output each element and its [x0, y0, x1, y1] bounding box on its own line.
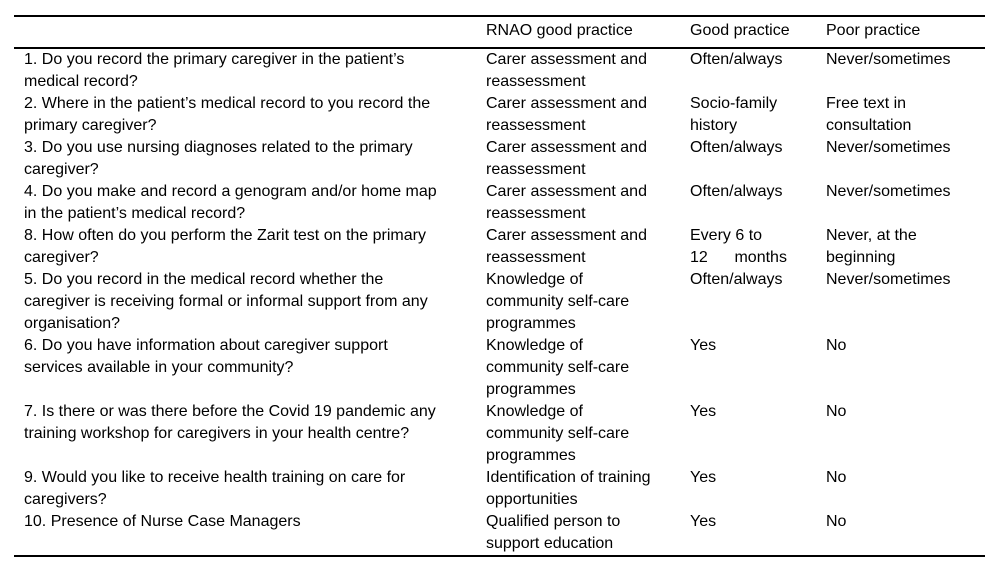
good-practice-cell: Every 6 to 12 months [690, 227, 787, 266]
table-row: 4. Do you make and record a genogram and… [14, 181, 985, 225]
good-practice-cell: Often/always [690, 51, 783, 68]
good-practice-cell: Yes [690, 337, 717, 354]
poor-practice-cell: Never/sometimes [826, 271, 951, 288]
table-row: 9. Would you like to receive health trai… [14, 467, 985, 511]
question-cell: 4. Do you make and record a genogram and… [24, 183, 437, 222]
table-row: 6. Do you have information about caregiv… [14, 335, 985, 401]
poor-practice-cell: No [826, 513, 847, 530]
rnao-practice-cell: Identification of training opportunities [486, 469, 651, 508]
poor-practice-cell: Never/sometimes [826, 139, 951, 156]
poor-practice-cell: Never/sometimes [826, 183, 951, 200]
table-row: 1. Do you record the primary caregiver i… [14, 48, 985, 93]
rnao-practice-cell: Carer assessment and reassessment [486, 95, 647, 134]
question-cell: 3. Do you use nursing diagnoses related … [24, 139, 413, 178]
question-cell: 9. Would you like to receive health trai… [24, 469, 406, 508]
table-row: 3. Do you use nursing diagnoses related … [14, 137, 985, 181]
poor-practice-cell: Never/sometimes [826, 51, 951, 68]
question-cell: 5. Do you record in the medical record w… [24, 271, 428, 332]
poor-practice-cell: Free text in consultation [826, 95, 912, 134]
table-row: 5. Do you record in the medical record w… [14, 269, 985, 335]
poor-practice-cell: Never, at the beginning [826, 227, 917, 266]
table-row: 10. Presence of Nurse Case Managers Qual… [14, 511, 985, 556]
question-cell: 7. Is there or was there before the Covi… [24, 403, 436, 442]
rnao-practice-cell: Carer assessment and reassessment [486, 51, 647, 90]
good-practice-table: RNAO good practice Good practice Poor pr… [14, 15, 985, 557]
column-header-poor-practice: Poor practice [826, 22, 921, 39]
table-row: 8. How often do you perform the Zarit te… [14, 225, 985, 269]
column-header-good-practice: Good practice [690, 22, 790, 39]
question-cell: 2. Where in the patient’s medical record… [24, 95, 431, 134]
table-row: 7. Is there or was there before the Covi… [14, 401, 985, 467]
question-cell: 1. Do you record the primary caregiver i… [24, 51, 405, 90]
rnao-practice-cell: Knowledge of community self-care program… [486, 271, 630, 332]
poor-practice-cell: No [826, 403, 847, 420]
column-header-rnao-good-practice: RNAO good practice [486, 22, 633, 39]
good-practice-cell: Often/always [690, 183, 783, 200]
table-row: 2. Where in the patient’s medical record… [14, 93, 985, 137]
rnao-practice-cell: Knowledge of community self-care program… [486, 337, 630, 398]
rnao-practice-cell: Carer assessment and reassessment [486, 227, 647, 266]
question-cell: 8. How often do you perform the Zarit te… [24, 227, 426, 266]
question-cell: 6. Do you have information about caregiv… [24, 337, 388, 376]
rnao-practice-cell: Carer assessment and reassessment [486, 183, 647, 222]
column-header-question [14, 16, 486, 48]
good-practice-cell: Socio-family history [690, 95, 778, 134]
poor-practice-cell: No [826, 469, 847, 486]
rnao-practice-cell: Knowledge of community self-care program… [486, 403, 630, 464]
good-practice-cell: Yes [690, 513, 717, 530]
good-practice-cell: Yes [690, 403, 717, 420]
rnao-practice-cell: Qualified person to support education [486, 513, 621, 552]
rnao-practice-cell: Carer assessment and reassessment [486, 139, 647, 178]
good-practice-cell: Yes [690, 469, 717, 486]
good-practice-cell: Often/always [690, 271, 783, 288]
poor-practice-cell: No [826, 337, 847, 354]
header-row: RNAO good practice Good practice Poor pr… [14, 16, 985, 48]
question-cell: 10. Presence of Nurse Case Managers [24, 513, 301, 530]
good-practice-cell: Often/always [690, 139, 783, 156]
